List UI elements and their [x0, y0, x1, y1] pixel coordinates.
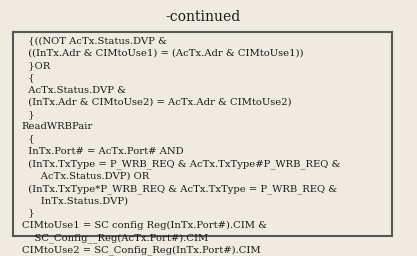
- Text: (InTx.TxType*P_WRB_REQ & AcTx.TxType = P_WRB_REQ &: (InTx.TxType*P_WRB_REQ & AcTx.TxType = P…: [22, 184, 337, 194]
- Text: {: {: [22, 135, 34, 144]
- Text: {: {: [22, 73, 34, 82]
- Text: AcTx.Status.DVP) OR: AcTx.Status.DVP) OR: [22, 172, 149, 180]
- Text: {((NOT AcTx.Status.DVP &: {((NOT AcTx.Status.DVP &: [22, 36, 166, 45]
- Text: -continued: -continued: [165, 10, 241, 24]
- Text: (InTx.TxType = P_WRB_REQ & AcTx.TxType#P_WRB_REQ &: (InTx.TxType = P_WRB_REQ & AcTx.TxType#P…: [22, 159, 340, 169]
- Text: (InTx.Adr & CIMtoUse2) = AcTx.Adr & CIMtoUse2): (InTx.Adr & CIMtoUse2) = AcTx.Adr & CIMt…: [22, 98, 291, 107]
- Text: InTx.Port# = AcTx.Port# AND: InTx.Port# = AcTx.Port# AND: [22, 147, 183, 156]
- Text: ReadWRBPair: ReadWRBPair: [22, 122, 93, 131]
- Text: }: }: [22, 110, 34, 119]
- Text: InTx.Status.DVP): InTx.Status.DVP): [22, 196, 128, 205]
- Text: SC_Config__Reg(AcTx.Port#).CIM: SC_Config__Reg(AcTx.Port#).CIM: [22, 233, 208, 243]
- Text: }OR: }OR: [22, 61, 50, 70]
- Text: ((InTx.Adr & CIMtoUse1) = (AcTx.Adr & CIMtoUse1)): ((InTx.Adr & CIMtoUse1) = (AcTx.Adr & CI…: [22, 49, 303, 58]
- Text: CIMtoUse1 = SC config Reg(InTx.Port#).CIM &: CIMtoUse1 = SC config Reg(InTx.Port#).CI…: [22, 221, 266, 230]
- Text: }: }: [22, 208, 34, 217]
- Text: CIMtoUse2 = SC_Config_Reg(InTx.Port#).CIM: CIMtoUse2 = SC_Config_Reg(InTx.Port#).CI…: [22, 245, 260, 255]
- Text: AcTx.Status.DVP &: AcTx.Status.DVP &: [22, 86, 126, 94]
